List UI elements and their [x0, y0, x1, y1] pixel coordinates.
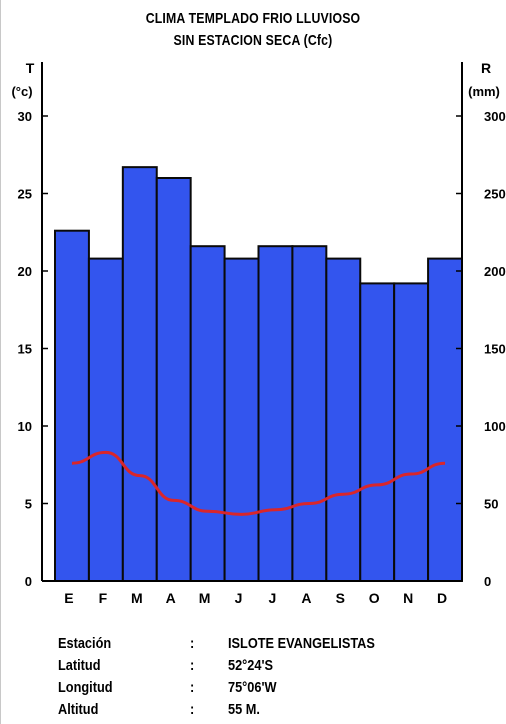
station-row-estacion: Estación : ISLOTE EVANGELISTAS — [58, 632, 498, 654]
altitude-value: 55 M. — [228, 700, 260, 718]
precipitation-bar — [393, 282, 430, 582]
right-tick-label: 0 — [484, 574, 491, 589]
right-axis-unit: (mm) — [468, 84, 500, 99]
left-axis-title: T — [26, 60, 35, 76]
altitude-colon: : — [190, 700, 195, 718]
temperature-curve — [71, 450, 446, 516]
left-tick-label: 10 — [18, 419, 32, 434]
month-label: M — [131, 590, 143, 606]
left-tick-label: 0 — [25, 574, 32, 589]
station-row-longitud: Longitud : 75°06'W — [58, 676, 498, 698]
precipitation-bar — [121, 166, 158, 582]
precipitation-bar — [359, 282, 396, 582]
chart-labels: 051015202530050100150200250300T(°c)R(mm)… — [11, 60, 505, 606]
chart-axes — [41, 62, 463, 582]
right-axis-title: R — [481, 60, 491, 76]
altitude-label: Altitud — [58, 700, 99, 718]
precipitation-bar — [427, 257, 464, 582]
precipitation-bar — [325, 257, 362, 582]
precipitation-bar — [189, 245, 226, 582]
left-tick-label: 25 — [18, 187, 32, 202]
month-label: A — [166, 590, 176, 606]
month-label: E — [64, 590, 73, 606]
month-label: D — [437, 590, 447, 606]
left-tick-label: 15 — [18, 342, 32, 357]
precipitation-bar — [54, 229, 90, 582]
precipitation-bar — [291, 245, 328, 582]
right-tick-label: 50 — [484, 497, 498, 512]
right-tick-label: 100 — [484, 419, 506, 434]
right-tick-label: 200 — [484, 264, 506, 279]
longitude-colon: : — [190, 678, 195, 696]
month-label: S — [336, 590, 345, 606]
station-row-latitud: Latitud : 52°24'S — [58, 654, 498, 676]
chart-title-line-2: SIN ESTACION SECA (Cfc) — [173, 32, 333, 49]
right-tick-label: 150 — [484, 342, 506, 357]
right-tick-label: 250 — [484, 187, 506, 202]
month-label: M — [199, 590, 211, 606]
left-tick-label: 5 — [25, 497, 32, 512]
left-tick-label: 20 — [18, 264, 32, 279]
left-axis-unit: (°c) — [11, 84, 32, 99]
precipitation-bars — [54, 166, 464, 582]
right-tick-label: 300 — [484, 109, 506, 124]
chart-title-line-1: CLIMA TEMPLADO FRIO LLUVIOSO — [145, 10, 361, 27]
longitude-value: 75°06'W — [228, 678, 277, 696]
precipitation-bar — [155, 177, 192, 582]
month-label: J — [269, 590, 277, 606]
station-info: Estación : ISLOTE EVANGELISTAS Latitud :… — [58, 632, 498, 720]
page-left-border — [0, 0, 1, 724]
month-label: J — [235, 590, 243, 606]
station-row-altitud: Altitud : 55 M. — [58, 698, 498, 720]
latitude-value: 52°24'S — [228, 656, 274, 674]
climograph: 051015202530050100150200250300T(°c)R(mm)… — [11, 60, 505, 606]
month-label: A — [301, 590, 311, 606]
station-value: ISLOTE EVANGELISTAS — [228, 634, 375, 652]
latitude-colon: : — [190, 656, 195, 674]
left-tick-label: 30 — [18, 109, 32, 124]
station-colon: : — [190, 634, 195, 652]
precipitation-bar — [223, 257, 260, 582]
precipitation-bar — [257, 245, 294, 582]
station-label: Estación — [58, 634, 112, 652]
longitude-label: Longitud — [58, 678, 113, 696]
latitude-label: Latitud — [58, 656, 101, 674]
month-label: O — [369, 590, 380, 606]
precipitation-bar — [87, 257, 124, 582]
month-label: N — [403, 590, 413, 606]
month-label: F — [99, 590, 108, 606]
temperature-line — [71, 450, 446, 516]
